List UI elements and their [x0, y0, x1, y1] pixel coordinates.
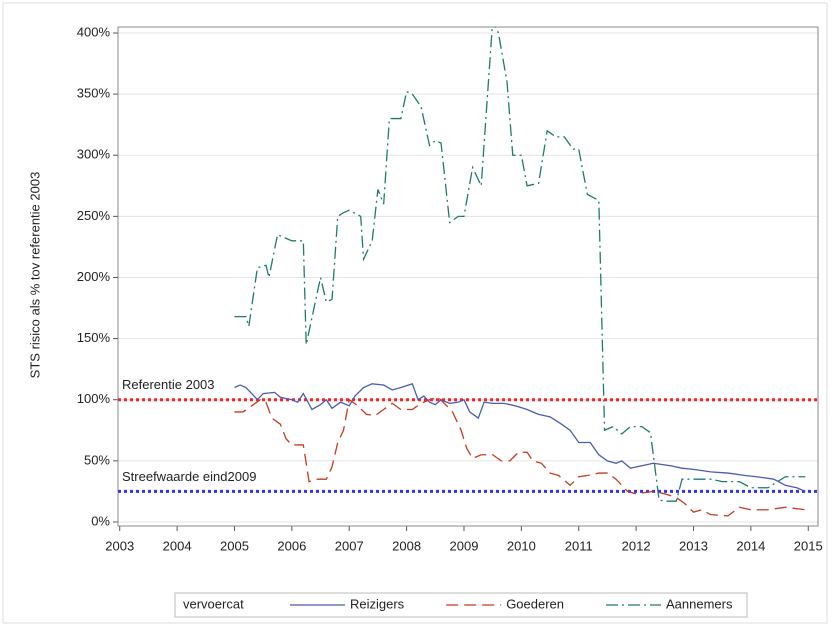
x-tick-label: 2015	[794, 538, 823, 553]
x-tick-label: 2004	[163, 538, 192, 553]
x-tick-label: 2009	[450, 538, 479, 553]
plot-frame	[117, 26, 819, 527]
x-tick-label: 2005	[220, 538, 249, 553]
y-tick-label: 400%	[77, 24, 111, 39]
x-tick-label: 2012	[622, 538, 651, 553]
series-line	[234, 396, 806, 517]
x-tick-label: 2014	[736, 538, 765, 553]
y-tick-label: 50%	[84, 452, 110, 467]
x-tick-label: 2013	[679, 538, 708, 553]
x-tick-label: 2003	[105, 538, 134, 553]
legend-box	[174, 592, 748, 618]
x-tick-label: 2008	[392, 538, 421, 553]
series-line	[234, 383, 806, 493]
y-tick-label: 200%	[77, 269, 111, 284]
y-tick-label: 0%	[91, 513, 110, 528]
y-tick-label: 250%	[77, 208, 111, 223]
y-axis-label: STS risico als % tov referentie 2003	[27, 172, 42, 379]
reference-label: Streefwaarde eind2009	[122, 469, 256, 484]
y-tick-label: 350%	[77, 86, 111, 101]
x-tick-label: 2007	[335, 538, 364, 553]
series-line	[234, 27, 806, 502]
legend-label: Reizigers	[350, 596, 405, 611]
y-tick-label: 100%	[77, 391, 111, 406]
legend-label: Aannemers	[666, 596, 733, 611]
y-tick-label: 300%	[77, 147, 111, 162]
legend-label: Goederen	[506, 596, 564, 611]
x-tick-label: 2011	[565, 538, 593, 553]
x-tick-label: 2010	[507, 538, 536, 553]
x-tick-label: 2006	[277, 538, 306, 553]
reference-label: Referentie 2003	[122, 377, 215, 392]
y-tick-label: 150%	[77, 330, 111, 345]
legend-title: vervoercat	[183, 596, 244, 611]
